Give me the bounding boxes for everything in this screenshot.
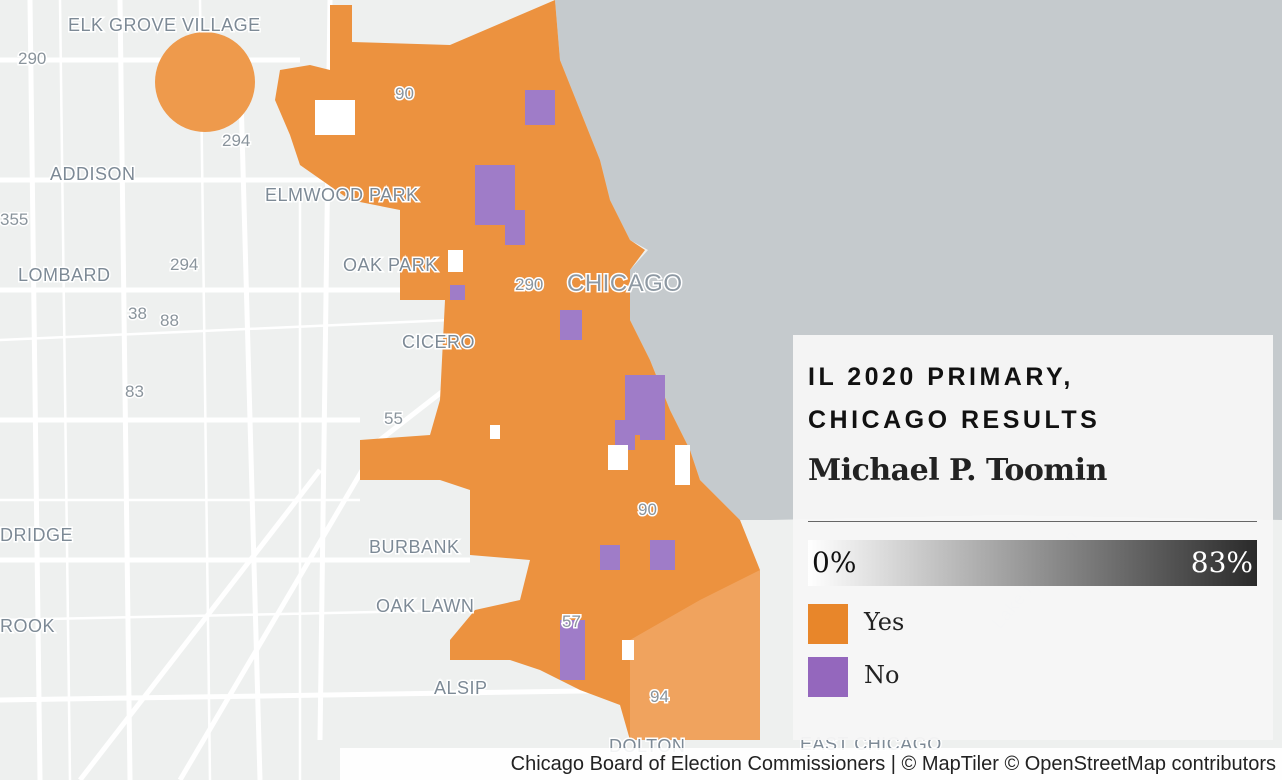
place-label: ALSIP — [434, 678, 488, 698]
legend-subtitle: Michael P. Toomin — [808, 453, 1107, 488]
no-precincts — [450, 90, 675, 680]
place-label: BURBANK — [369, 537, 460, 557]
road-label: 88 — [160, 311, 179, 330]
road-label: 57 — [562, 612, 581, 631]
place-label: ADDISON — [50, 164, 136, 184]
place-label: ROOK — [0, 616, 55, 636]
road-label: 290 — [515, 275, 543, 294]
road-label: 294 — [170, 255, 198, 274]
place-label: OAK PARK — [343, 255, 438, 275]
road-label: 294 — [222, 131, 250, 150]
legend-label: No — [864, 661, 900, 689]
legend-swatch — [808, 657, 848, 697]
place-label: CICERO — [402, 332, 475, 352]
legend-label: Yes — [864, 608, 905, 636]
place-label: OAK LAWN — [376, 596, 474, 616]
road-label: 355 — [0, 210, 28, 229]
road-label: 38 — [128, 304, 147, 323]
legend: IL 2020 PRIMARY, CHICAGO RESULTS Michael… — [793, 335, 1273, 740]
road-label: 94 — [650, 687, 669, 706]
ohare — [155, 32, 255, 132]
scale-min: 0% — [812, 546, 857, 579]
legend-title: IL 2020 PRIMARY, — [808, 363, 1074, 391]
place-label: ELMWOOD PARK — [265, 185, 419, 205]
road-label: 290 — [18, 49, 46, 68]
place-label: LOMBARD — [18, 265, 111, 285]
attribution: Chicago Board of Election Commissioners … — [340, 748, 1282, 780]
chicago-area — [275, 0, 760, 740]
road-label: 83 — [125, 382, 144, 401]
road-label: 90 — [395, 84, 414, 103]
legend-title: CHICAGO RESULTS — [808, 406, 1101, 434]
south-area — [630, 570, 760, 740]
road-label: 55 — [384, 409, 403, 428]
divider — [808, 521, 1257, 522]
place-label: DRIDGE — [0, 525, 73, 545]
scale-max: 83% — [1190, 546, 1253, 579]
place-label: CHICAGO — [567, 270, 683, 297]
legend-swatch — [808, 604, 848, 644]
place-label: ELK GROVE VILLAGE — [68, 15, 261, 35]
no-data — [315, 100, 690, 660]
color-scale: 0% 83% — [808, 540, 1257, 586]
road-label: 90 — [638, 500, 657, 519]
